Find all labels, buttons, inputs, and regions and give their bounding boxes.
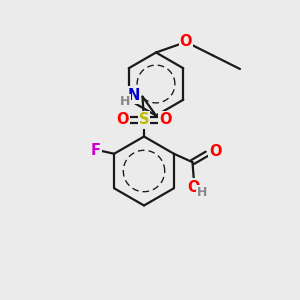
Text: O: O [180, 34, 192, 50]
Text: O: O [188, 179, 200, 195]
Text: O: O [209, 145, 221, 160]
Text: O: O [116, 112, 129, 128]
Text: F: F [91, 143, 100, 158]
Text: O: O [159, 112, 172, 128]
Text: H: H [120, 95, 130, 109]
Text: S: S [139, 112, 149, 128]
Text: H: H [197, 186, 208, 199]
Text: N: N [128, 88, 140, 103]
